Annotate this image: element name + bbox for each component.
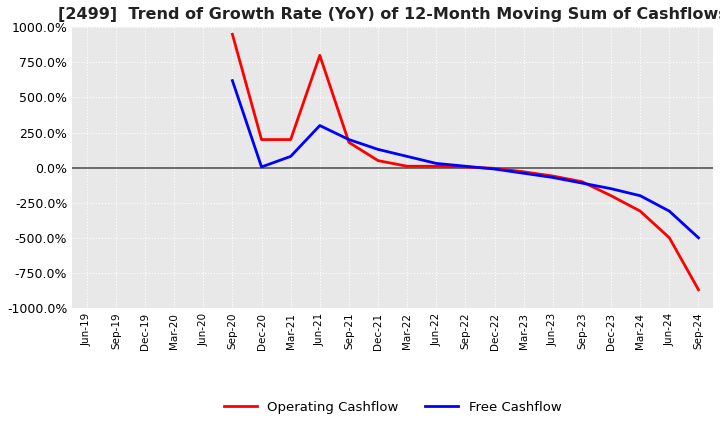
Operating Cashflow: [461, 164, 469, 169]
Operating Cashflow: [636, 209, 644, 214]
Free Cashflow: [432, 161, 441, 166]
Free Cashflow: [403, 154, 412, 159]
Operating Cashflow: [577, 179, 586, 184]
Operating Cashflow: [403, 164, 412, 169]
Operating Cashflow: [345, 140, 354, 145]
Operating Cashflow: [694, 287, 703, 293]
Line: Operating Cashflow: Operating Cashflow: [233, 34, 698, 290]
Free Cashflow: [577, 180, 586, 186]
Free Cashflow: [345, 137, 354, 142]
Operating Cashflow: [257, 137, 266, 142]
Operating Cashflow: [287, 137, 295, 142]
Free Cashflow: [694, 235, 703, 240]
Operating Cashflow: [490, 166, 499, 171]
Free Cashflow: [461, 164, 469, 169]
Free Cashflow: [228, 78, 237, 83]
Free Cashflow: [257, 164, 266, 169]
Free Cashflow: [287, 154, 295, 159]
Free Cashflow: [315, 123, 324, 128]
Operating Cashflow: [315, 53, 324, 58]
Free Cashflow: [549, 175, 557, 180]
Operating Cashflow: [432, 164, 441, 169]
Line: Free Cashflow: Free Cashflow: [233, 81, 698, 238]
Free Cashflow: [607, 186, 616, 191]
Operating Cashflow: [607, 193, 616, 198]
Operating Cashflow: [374, 158, 382, 163]
Operating Cashflow: [228, 32, 237, 37]
Free Cashflow: [636, 193, 644, 198]
Operating Cashflow: [665, 235, 674, 240]
Free Cashflow: [490, 166, 499, 172]
Free Cashflow: [374, 147, 382, 152]
Operating Cashflow: [519, 169, 528, 175]
Free Cashflow: [665, 209, 674, 214]
Legend: Operating Cashflow, Free Cashflow: Operating Cashflow, Free Cashflow: [219, 396, 567, 419]
Operating Cashflow: [549, 173, 557, 179]
Title: [2499]  Trend of Growth Rate (YoY) of 12-Month Moving Sum of Cashflows: [2499] Trend of Growth Rate (YoY) of 12-…: [58, 7, 720, 22]
Free Cashflow: [519, 171, 528, 176]
